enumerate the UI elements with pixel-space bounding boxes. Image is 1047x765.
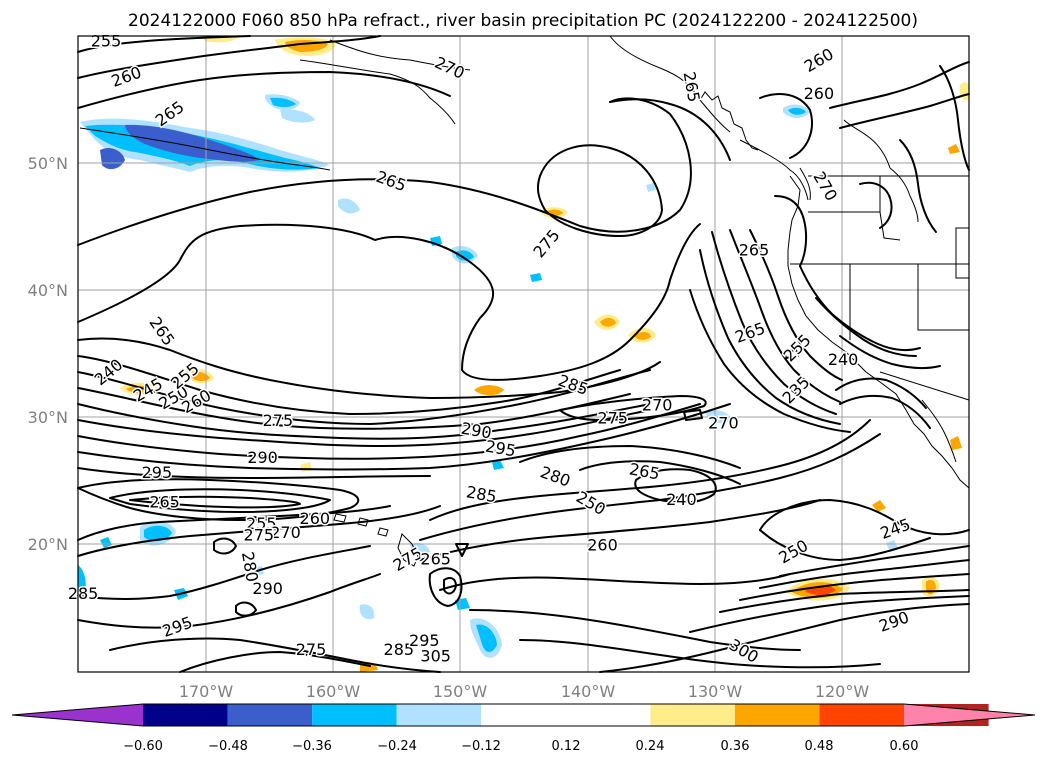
contour-label-285-49: 285	[384, 640, 415, 659]
contour-label-265-10: 265	[739, 240, 770, 259]
colorbar-segments	[12, 704, 1035, 726]
colorbar-segment-2	[227, 704, 313, 726]
figure-title: 2024122000 F060 850 hPa refract., river …	[128, 11, 918, 31]
contour-label-240-32: 240	[666, 490, 697, 509]
lon-label-130w: 130°W	[688, 682, 743, 701]
contour-label-270-26: 270	[642, 396, 673, 415]
lon-label-120w: 120°W	[815, 682, 870, 701]
contour-label-305-51: 305	[420, 647, 451, 666]
map-frame	[77, 35, 970, 673]
contour-label-260-8: 260	[804, 84, 835, 103]
contour-label-240-13: 240	[828, 350, 859, 369]
contour-label-255-36: 255	[246, 514, 277, 533]
lat-label-30: 30°N	[28, 408, 68, 427]
contour-label-265-35: 265	[149, 492, 180, 511]
colorbar-tick-labels: −0.60 −0.48 −0.36 −0.24 −0.12 0.12 0.24 …	[123, 739, 918, 754]
lon-label-150w: 150°W	[433, 682, 488, 701]
contour-label-275-25: 275	[597, 408, 628, 427]
contour-label-275-48: 275	[296, 640, 327, 659]
contour-label-270-38: 270	[270, 523, 301, 542]
colorbar-segment-4	[396, 704, 482, 726]
contour-label-265-44: 265	[420, 550, 451, 569]
contour-label-260-37: 260	[300, 509, 331, 528]
lat-label-50: 50°N	[28, 154, 68, 173]
colorbar-segment-1	[143, 704, 228, 726]
precip-negative-spots	[78, 104, 898, 658]
colorbar-tick-label: 0.12	[552, 739, 581, 754]
colorbar-tick-label: −0.36	[292, 739, 332, 754]
colorbar-tick-label: 0.36	[721, 739, 750, 754]
colorbar-tick-label: 0.24	[636, 739, 665, 754]
lon-label-170w: 170°W	[179, 682, 234, 701]
colorbar-tick-label: −0.12	[461, 739, 501, 754]
colorbar-segment-6	[650, 704, 735, 726]
contour-label-255-0: 255	[91, 32, 122, 51]
contour-label-285-54: 285	[68, 584, 99, 603]
precip-negative-gulf-band	[80, 94, 330, 172]
lon-label-140w: 140°W	[561, 682, 616, 701]
contour-label-295-33: 295	[142, 463, 173, 482]
contour-label-270-27: 270	[708, 414, 739, 433]
contour-label-260-45: 260	[587, 536, 618, 555]
latitude-labels: 50°N 40°N 30°N 20°N	[28, 154, 68, 554]
colorbar-tick-label: −0.48	[208, 739, 248, 754]
contour-label-275-39: 275	[244, 526, 275, 545]
colorbar-tick-label: 0.60	[890, 739, 919, 754]
contour-label-290-34: 290	[247, 448, 278, 467]
colorbar-outline	[11, 703, 1036, 727]
colorbar-segment-0	[12, 704, 143, 726]
contour-label-275-21: 275	[263, 411, 294, 430]
colorbar: −0.60 −0.48 −0.36 −0.24 −0.12 0.12 0.24 …	[11, 703, 1036, 754]
contour-label-290-41: 290	[252, 579, 283, 598]
colorbar-tick-label: 0.48	[805, 739, 834, 754]
colorbar-tick-label: −0.24	[377, 739, 417, 754]
refractivity-contours	[77, 35, 970, 673]
lat-label-20: 20°N	[28, 535, 68, 554]
colorbar-segment-8	[819, 704, 904, 726]
colorbar-segment-5	[481, 704, 651, 726]
colorbar-segment-10	[904, 704, 1035, 726]
contour-label-295-50: 295	[409, 631, 440, 650]
lon-label-160w: 160°W	[306, 682, 361, 701]
longitude-labels: 170°W 160°W 150°W 140°W 130°W 120°W	[179, 682, 870, 701]
colorbar-tick-label: −0.60	[123, 739, 163, 754]
lat-label-40: 40°N	[28, 281, 68, 300]
colorbar-segment-3	[312, 704, 397, 726]
colorbar-segment-7	[734, 704, 820, 726]
